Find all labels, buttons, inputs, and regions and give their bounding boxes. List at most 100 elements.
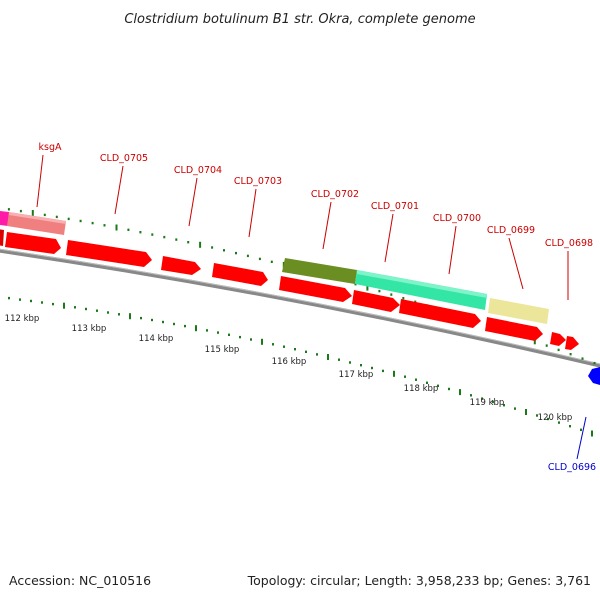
gene-leader-line: [36, 154, 44, 208]
scale-tick: [217, 331, 219, 334]
scale-label: 118 kbp: [404, 384, 439, 394]
scale-tick: [305, 350, 307, 353]
scale-tick: [545, 344, 548, 347]
feature-CLD_0701-highlight: [357, 270, 487, 298]
gene-leader-line: [114, 165, 124, 215]
feature-CLD_0701: [355, 270, 487, 310]
scale-tick: [558, 421, 560, 424]
scale-tick: [503, 404, 505, 407]
cds-arrow: [565, 336, 579, 350]
scale-label: 119 kbp: [470, 398, 505, 408]
scale-tick: [7, 208, 10, 211]
map-title: Clostridium botulinum B1 str. Okra, comp…: [124, 12, 475, 27]
scale-tick: [404, 375, 406, 378]
gene-label: ksgA: [39, 142, 62, 153]
scale-label: 116 kbp: [272, 357, 307, 367]
scale-tick: [162, 320, 164, 324]
scale-tick: [129, 313, 131, 320]
scale-tick: [580, 428, 582, 431]
gene-leader-line: [188, 177, 198, 227]
scale-tick: [239, 335, 241, 339]
cds-arrow: [66, 240, 152, 267]
scale-tick: [569, 353, 572, 356]
scale-tick: [481, 397, 483, 400]
gene-label: CLD_0705: [100, 153, 148, 164]
scale-tick: [195, 325, 197, 332]
scale-tick: [67, 217, 70, 221]
cds-arrows: [0, 229, 600, 385]
scale-tick: [199, 241, 202, 248]
cds-arrow: [352, 290, 400, 312]
gene-label: CLD_0699: [487, 225, 535, 236]
scale-tick: [250, 338, 252, 341]
scale-tick: [338, 358, 340, 361]
scale-tick: [96, 309, 98, 312]
scale-tick: [173, 322, 175, 326]
scale-tick: [536, 414, 538, 417]
scale-tick: [184, 324, 186, 328]
scale-tick: [593, 361, 596, 365]
scale-tick: [426, 381, 428, 384]
gene-leader-line: [508, 237, 524, 290]
scale-tick: [91, 221, 94, 225]
scale-tick: [294, 348, 296, 351]
lower-tick-ring: 112 kbp 113 kbp 114 kbp 115 kbp 116 kbp 117 k…: [5, 296, 593, 437]
scale-tick: [43, 213, 46, 217]
scale-tick: [223, 249, 225, 252]
scale-tick: [547, 417, 549, 421]
cds-arrow: [399, 299, 481, 328]
scale-tick: [139, 231, 142, 234]
scale-tick: [140, 316, 142, 320]
gene-leader-line: [248, 188, 257, 238]
scale-label: 112 kbp: [5, 314, 40, 324]
scale-tick: [393, 370, 395, 377]
gene-label: CLD_0698: [545, 238, 593, 249]
scale-tick: [514, 407, 516, 410]
scale-tick: [63, 302, 65, 309]
scale-tick: [492, 400, 494, 404]
scale-tick: [211, 246, 214, 249]
scale-tick: [354, 283, 357, 286]
scale-tick: [327, 354, 329, 360]
scale-tick: [74, 306, 76, 309]
scale-tick: [437, 384, 439, 387]
scale-tick: [151, 318, 153, 322]
feature-track: [0, 211, 549, 324]
gene-label: CLD_0703: [234, 176, 282, 187]
scale-tick: [360, 364, 362, 367]
cds-arrow: [485, 317, 543, 341]
scale-label: 120 kbp: [538, 413, 573, 423]
cds-arrow-reverse: [588, 367, 600, 385]
scale-tick: [151, 233, 154, 236]
scale-tick: [30, 299, 32, 303]
scale-tick: [569, 425, 571, 428]
gene-label: CLD_0696: [548, 462, 596, 473]
feature-CLD_0702: [282, 258, 357, 284]
scale-tick: [366, 284, 369, 291]
scale-tick: [41, 301, 43, 304]
scale-tick: [118, 313, 120, 316]
scale-tick: [581, 357, 584, 360]
gene-leader-line: [448, 225, 457, 275]
scale-tick: [402, 297, 405, 300]
scale-tick: [557, 348, 560, 352]
gene-label: CLD_0702: [311, 189, 359, 200]
scale-label: 114 kbp: [139, 334, 174, 344]
scale-tick: [55, 215, 58, 219]
cds-arrow: [0, 229, 4, 246]
scale-tick: [533, 338, 536, 345]
scale-tick: [261, 338, 263, 345]
scale-tick: [270, 260, 273, 263]
scale-tick: [31, 210, 34, 216]
gene-leader-line: [322, 201, 332, 250]
scale-tick: [52, 302, 54, 306]
scale-tick: [85, 307, 87, 311]
scale-tick: [470, 394, 472, 397]
cds-arrow: [550, 332, 566, 346]
gene-label: CLD_0704: [174, 165, 222, 176]
gene-label: CLD_0700: [433, 213, 481, 224]
scale-label: 113 kbp: [72, 324, 107, 334]
scale-tick: [371, 366, 373, 370]
scale-tick: [187, 241, 190, 244]
genome-backbone-highlight: [0, 248, 600, 365]
